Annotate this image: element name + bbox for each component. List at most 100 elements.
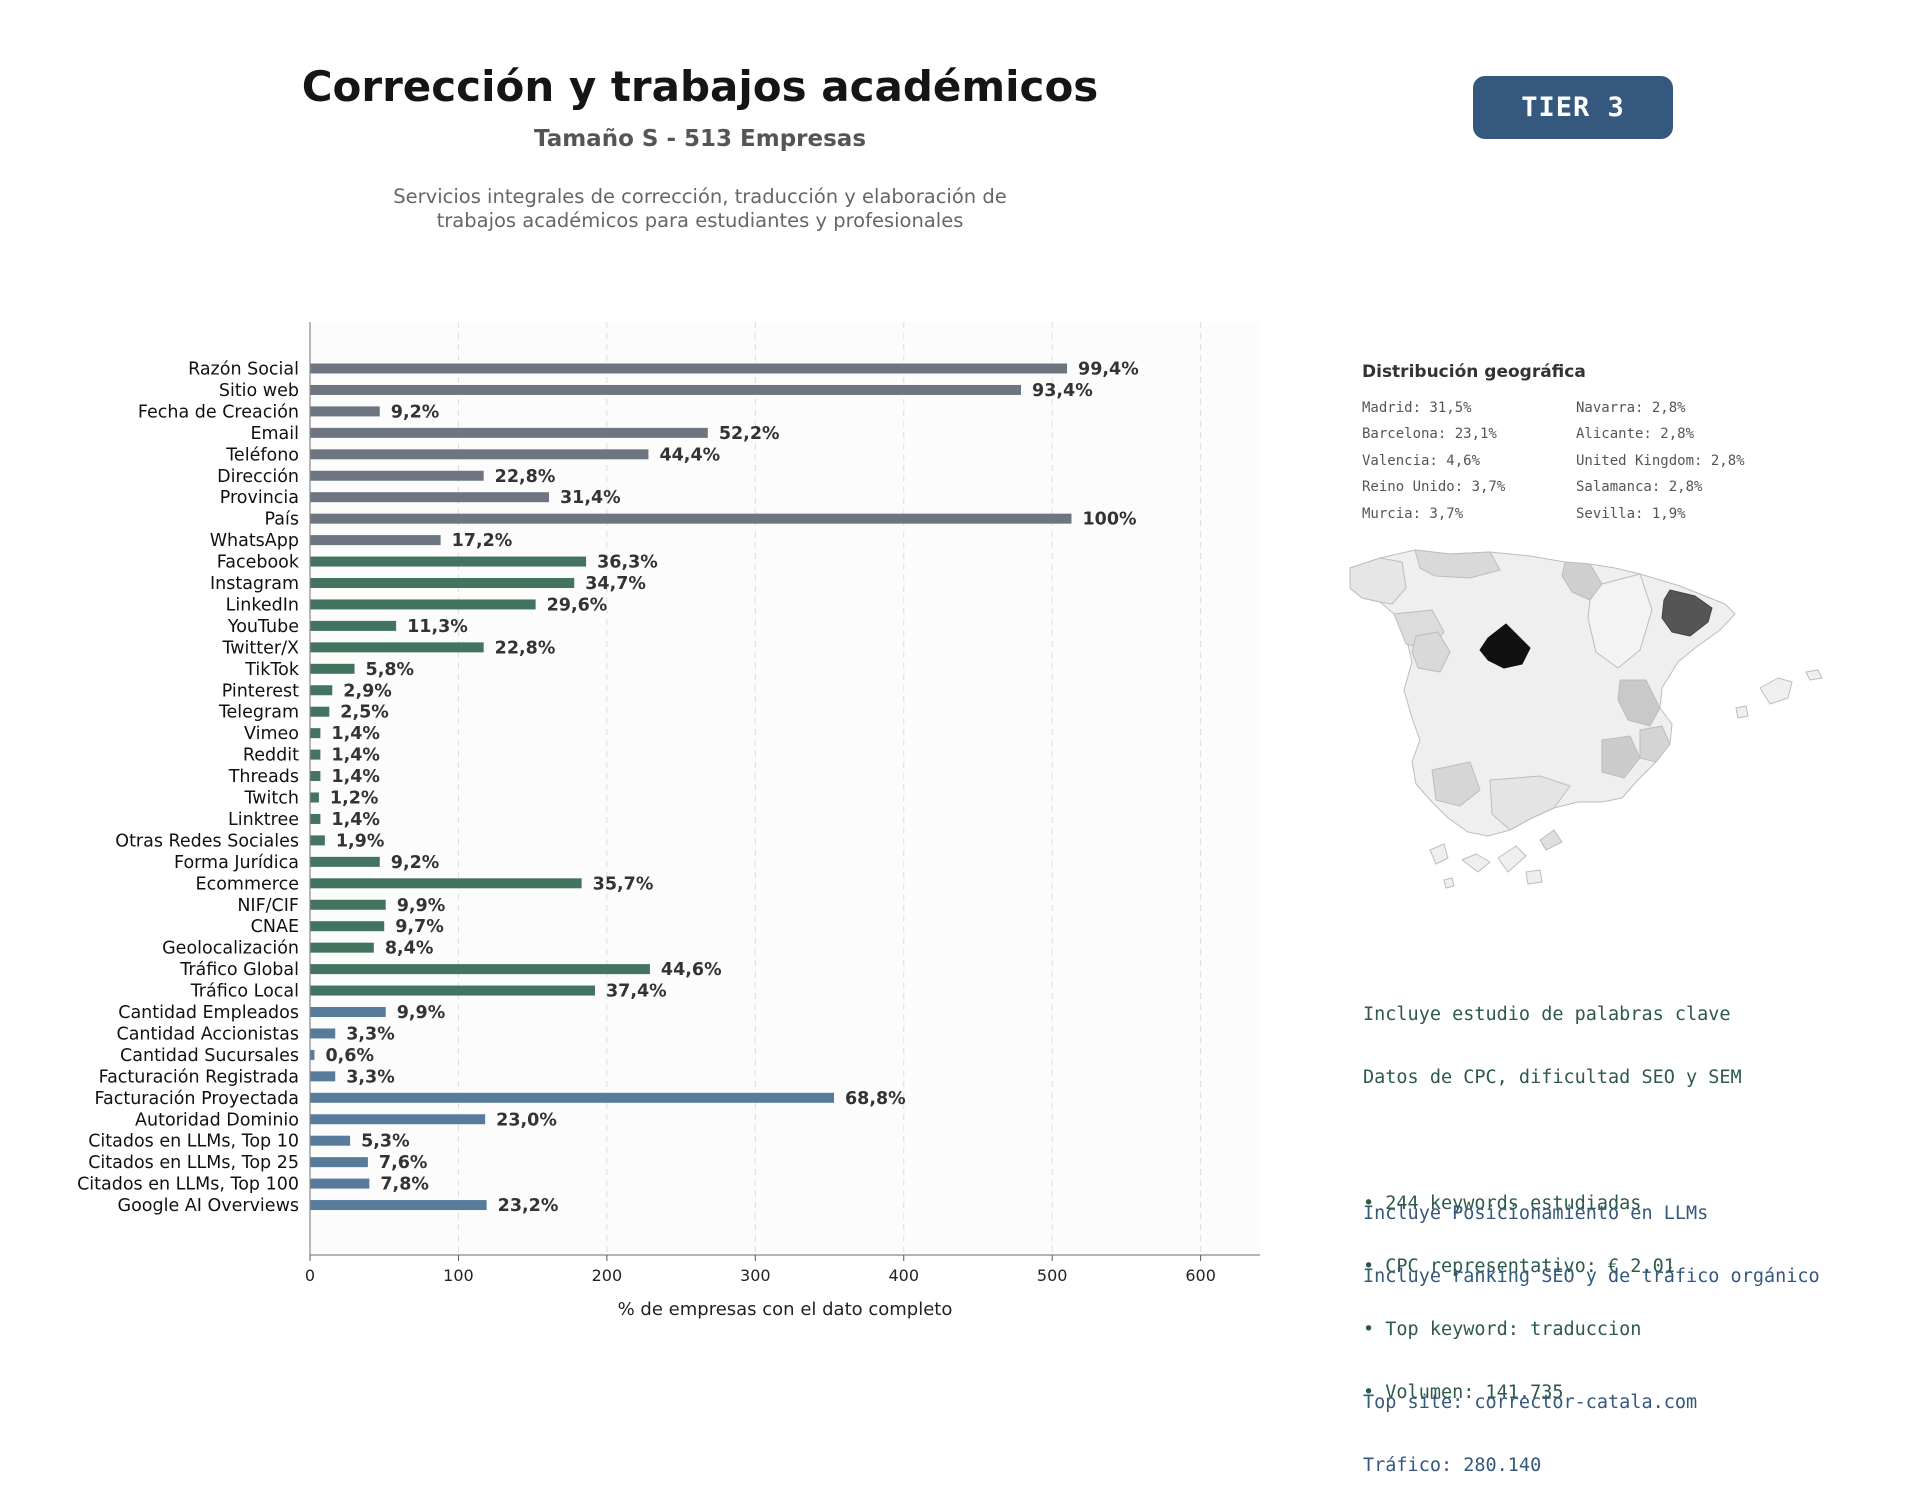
map-region-valencia xyxy=(1617,679,1661,727)
category-label: Cantidad Empleados xyxy=(118,1003,299,1023)
category-label: Vimeo xyxy=(244,724,299,744)
bar xyxy=(310,1135,351,1146)
tier-badge: TIER 3 xyxy=(1473,76,1673,139)
seo-line-1: Incluye estudio de palabras clave xyxy=(1363,1004,1731,1025)
x-tick-label: 400 xyxy=(888,1266,919,1285)
bar xyxy=(310,599,536,610)
llm-line-1: Incluye Posicionamiento en LLMs xyxy=(1363,1203,1709,1224)
geo-item: Valencia: 4,6% xyxy=(1362,452,1481,469)
category-label: Twitter/X xyxy=(221,638,299,658)
seo-bullet: • Top keyword: traduccion xyxy=(1363,1319,1642,1340)
bar-value-label: 5,3% xyxy=(361,1132,410,1152)
bar xyxy=(310,878,582,889)
bar-value-label: 2,5% xyxy=(340,703,389,723)
x-tick-label: 500 xyxy=(1037,1266,1068,1285)
category-label: NIF/CIF xyxy=(237,896,299,916)
bar-value-label: 22,8% xyxy=(495,638,556,658)
bar xyxy=(310,1028,336,1039)
bar-value-label: 7,6% xyxy=(379,1153,428,1173)
bars xyxy=(310,363,1072,1211)
bar xyxy=(310,1157,368,1168)
top-site-traffic: Tráfico: 280.140 xyxy=(1363,1455,1542,1476)
bar-value-label: 9,9% xyxy=(397,896,446,916)
category-label: Fecha de Creación xyxy=(138,402,299,422)
bar xyxy=(310,728,321,739)
bar xyxy=(310,685,333,696)
category-label: Telegram xyxy=(218,703,299,723)
bar-value-label: 1,9% xyxy=(336,831,385,851)
bar xyxy=(310,1071,336,1082)
bar xyxy=(310,384,1022,395)
bar xyxy=(310,1114,486,1125)
bar-value-label: 1,4% xyxy=(331,724,380,744)
map-region-murcia xyxy=(1601,735,1641,779)
seo-bullet: • CPC representativo: € 2.01 xyxy=(1363,1256,1675,1277)
bar-value-label: 99,4% xyxy=(1078,360,1139,380)
geo-item: Reino Unido: 3,7% xyxy=(1362,479,1506,496)
bar-value-label: 29,6% xyxy=(547,595,608,615)
bar xyxy=(310,921,385,932)
category-label: Citados en LLMs, Top 100 xyxy=(77,1175,299,1195)
bar xyxy=(310,406,380,417)
bar-value-label: 9,7% xyxy=(395,917,444,937)
map-balearic-ibiza xyxy=(1735,705,1749,719)
value-labels: 99,4%93,4%9,2%52,2%44,4%22,8%31,4%100%17… xyxy=(325,360,1138,1217)
bar-value-label: 8,4% xyxy=(385,939,434,959)
bar-value-label: 7,8% xyxy=(380,1175,429,1195)
category-label: Reddit xyxy=(243,746,299,766)
bar xyxy=(310,1178,370,1189)
map-region-cantabria xyxy=(1414,549,1501,579)
category-label: Facturación Proyectada xyxy=(95,1089,299,1109)
geo-item: Navarra: 2,8% xyxy=(1576,400,1686,416)
category-label: Linktree xyxy=(228,810,299,830)
bar xyxy=(310,706,330,717)
bar-value-label: 93,4% xyxy=(1032,381,1093,401)
map-region-aragon xyxy=(1587,573,1653,669)
bar xyxy=(310,749,321,760)
bar-value-label: 68,8% xyxy=(845,1089,906,1109)
bar xyxy=(310,449,649,460)
bar xyxy=(310,1200,487,1211)
category-label: Razón Social xyxy=(188,360,299,380)
bar xyxy=(310,899,386,910)
geo-item: Murcia: 3,7% xyxy=(1362,505,1464,522)
bar-value-label: 1,4% xyxy=(331,746,380,766)
map-canary-5 xyxy=(1525,869,1543,885)
category-label: Provincia xyxy=(220,488,299,508)
spain-map xyxy=(1349,549,1823,889)
geo-item: Barcelona: 23,1% xyxy=(1362,426,1497,443)
category-label: TikTok xyxy=(244,660,300,680)
bar-value-label: 5,8% xyxy=(366,660,415,680)
bar-value-label: 2,9% xyxy=(343,681,392,701)
geo-item: Sevilla: 1,9% xyxy=(1576,505,1686,522)
map-region-galicia xyxy=(1349,557,1407,605)
bar-value-label: 52,2% xyxy=(719,424,780,444)
category-label: Dirección xyxy=(217,467,299,487)
x-tick-label: 300 xyxy=(740,1266,771,1285)
description-line-2: trabajos académicos para estudiantes y p… xyxy=(436,209,964,232)
x-tick-label: 0 xyxy=(305,1266,315,1285)
bar xyxy=(310,813,321,824)
description-line-1: Servicios integrales de corrección, trad… xyxy=(393,185,1007,208)
page-title: Corrección y trabajos académicos xyxy=(301,62,1099,111)
x-tick-label: 200 xyxy=(592,1266,623,1285)
bar xyxy=(310,513,1072,524)
bar-value-label: 1,4% xyxy=(331,767,380,787)
category-label: Sitio web xyxy=(219,381,299,401)
bar-value-label: 31,4% xyxy=(560,488,621,508)
bar-value-label: 1,4% xyxy=(331,810,380,830)
category-label: WhatsApp xyxy=(210,531,299,551)
bar-value-label: 11,3% xyxy=(407,617,468,637)
bar-chart: 99,4%93,4%9,2%52,2%44,4%22,8%31,4%100%17… xyxy=(77,322,1260,1320)
bar-value-label: 44,6% xyxy=(661,960,722,980)
map-region-alicante xyxy=(1639,725,1671,763)
map-balearic-menorca xyxy=(1805,669,1823,681)
bar-value-label: 0,6% xyxy=(325,1046,374,1066)
category-label: Teléfono xyxy=(225,445,299,465)
bar-value-label: 9,2% xyxy=(391,402,440,422)
llm-info: Incluye Posicionamiento en LLMs Incluye … xyxy=(1363,1161,1820,1497)
category-label: Tráfico Local xyxy=(190,982,299,1002)
map-canary-3 xyxy=(1497,845,1527,873)
map-canary-4 xyxy=(1539,829,1563,851)
